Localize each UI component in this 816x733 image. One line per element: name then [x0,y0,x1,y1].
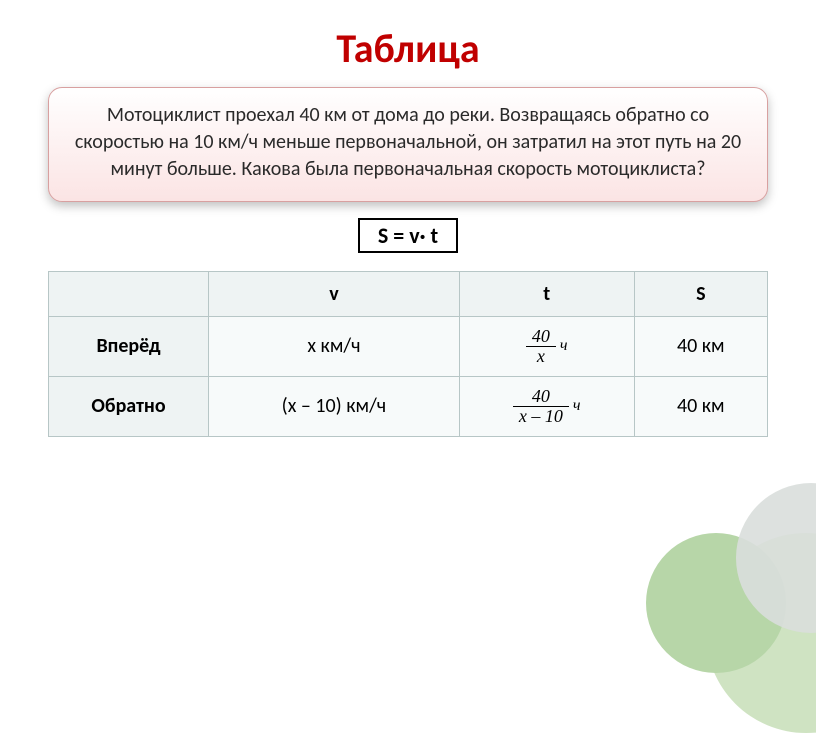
row-label-back: Обратно [49,376,209,436]
fraction-unit: ч [560,337,568,354]
fraction-den: x – 10 [513,407,569,426]
formula: S = v· t [358,218,458,253]
header-v: v [209,272,460,317]
svt-table: v t S Вперёд x км/ч 40 x ч 40 км Обратно… [48,271,768,437]
table-header-row: v t S [49,272,768,317]
cell-t-back: 40 x – 10 ч [459,376,634,436]
fraction-num: 40 [526,327,556,347]
fraction-num: 40 [513,387,569,407]
table-row: Вперёд x км/ч 40 x ч 40 км [49,317,768,377]
problem-statement: Мотоциклист проехал 40 км от дома до рек… [48,87,768,202]
header-empty [49,272,209,317]
decorative-corner [636,473,816,713]
table-row: Обратно (x – 10) км/ч 40 x – 10 ч 40 км [49,376,768,436]
cell-s-back: 40 км [634,376,767,436]
header-s: S [634,272,767,317]
fraction: 40 x [526,327,556,366]
fraction: 40 x – 10 [513,387,569,426]
fraction-unit: ч [573,397,581,414]
cell-v-forward: x км/ч [209,317,460,377]
page-title: Таблица [0,0,816,73]
header-t: t [459,272,634,317]
cell-t-forward: 40 x ч [459,317,634,377]
row-label-forward: Вперёд [49,317,209,377]
cell-s-forward: 40 км [634,317,767,377]
cell-v-back: (x – 10) км/ч [209,376,460,436]
fraction-den: x [526,347,556,366]
